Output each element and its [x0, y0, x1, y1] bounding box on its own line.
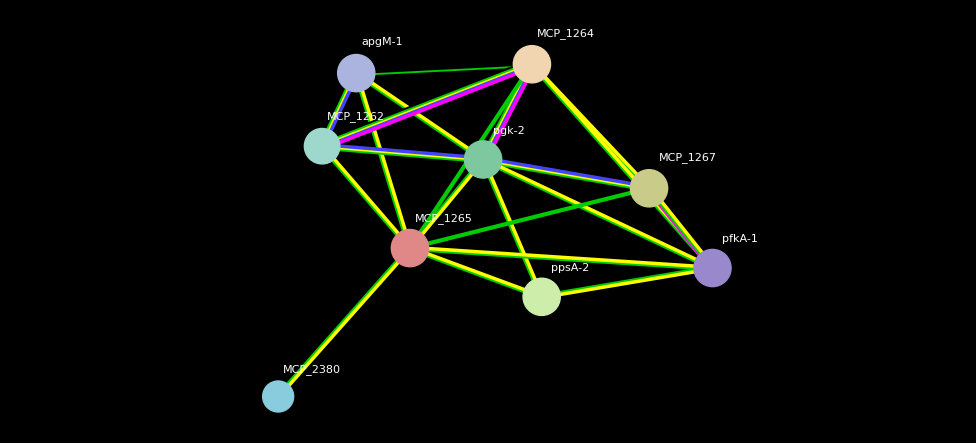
Ellipse shape — [630, 170, 668, 207]
Text: apgM-1: apgM-1 — [361, 37, 403, 47]
Text: MCP_2380: MCP_2380 — [283, 364, 341, 375]
Ellipse shape — [391, 229, 428, 267]
Text: ppsA-2: ppsA-2 — [551, 263, 590, 273]
Text: MCP_1267: MCP_1267 — [659, 152, 716, 163]
Ellipse shape — [523, 278, 560, 315]
Text: MCP_1264: MCP_1264 — [537, 28, 594, 39]
Text: MCP_1262: MCP_1262 — [327, 111, 385, 122]
Ellipse shape — [513, 46, 550, 83]
Ellipse shape — [694, 249, 731, 287]
Ellipse shape — [465, 141, 502, 178]
Text: MCP_1265: MCP_1265 — [415, 213, 472, 224]
Ellipse shape — [338, 54, 375, 92]
Ellipse shape — [263, 381, 294, 412]
Text: pgk-2: pgk-2 — [493, 126, 525, 136]
Ellipse shape — [305, 128, 340, 164]
Text: pfkA-1: pfkA-1 — [722, 234, 758, 244]
